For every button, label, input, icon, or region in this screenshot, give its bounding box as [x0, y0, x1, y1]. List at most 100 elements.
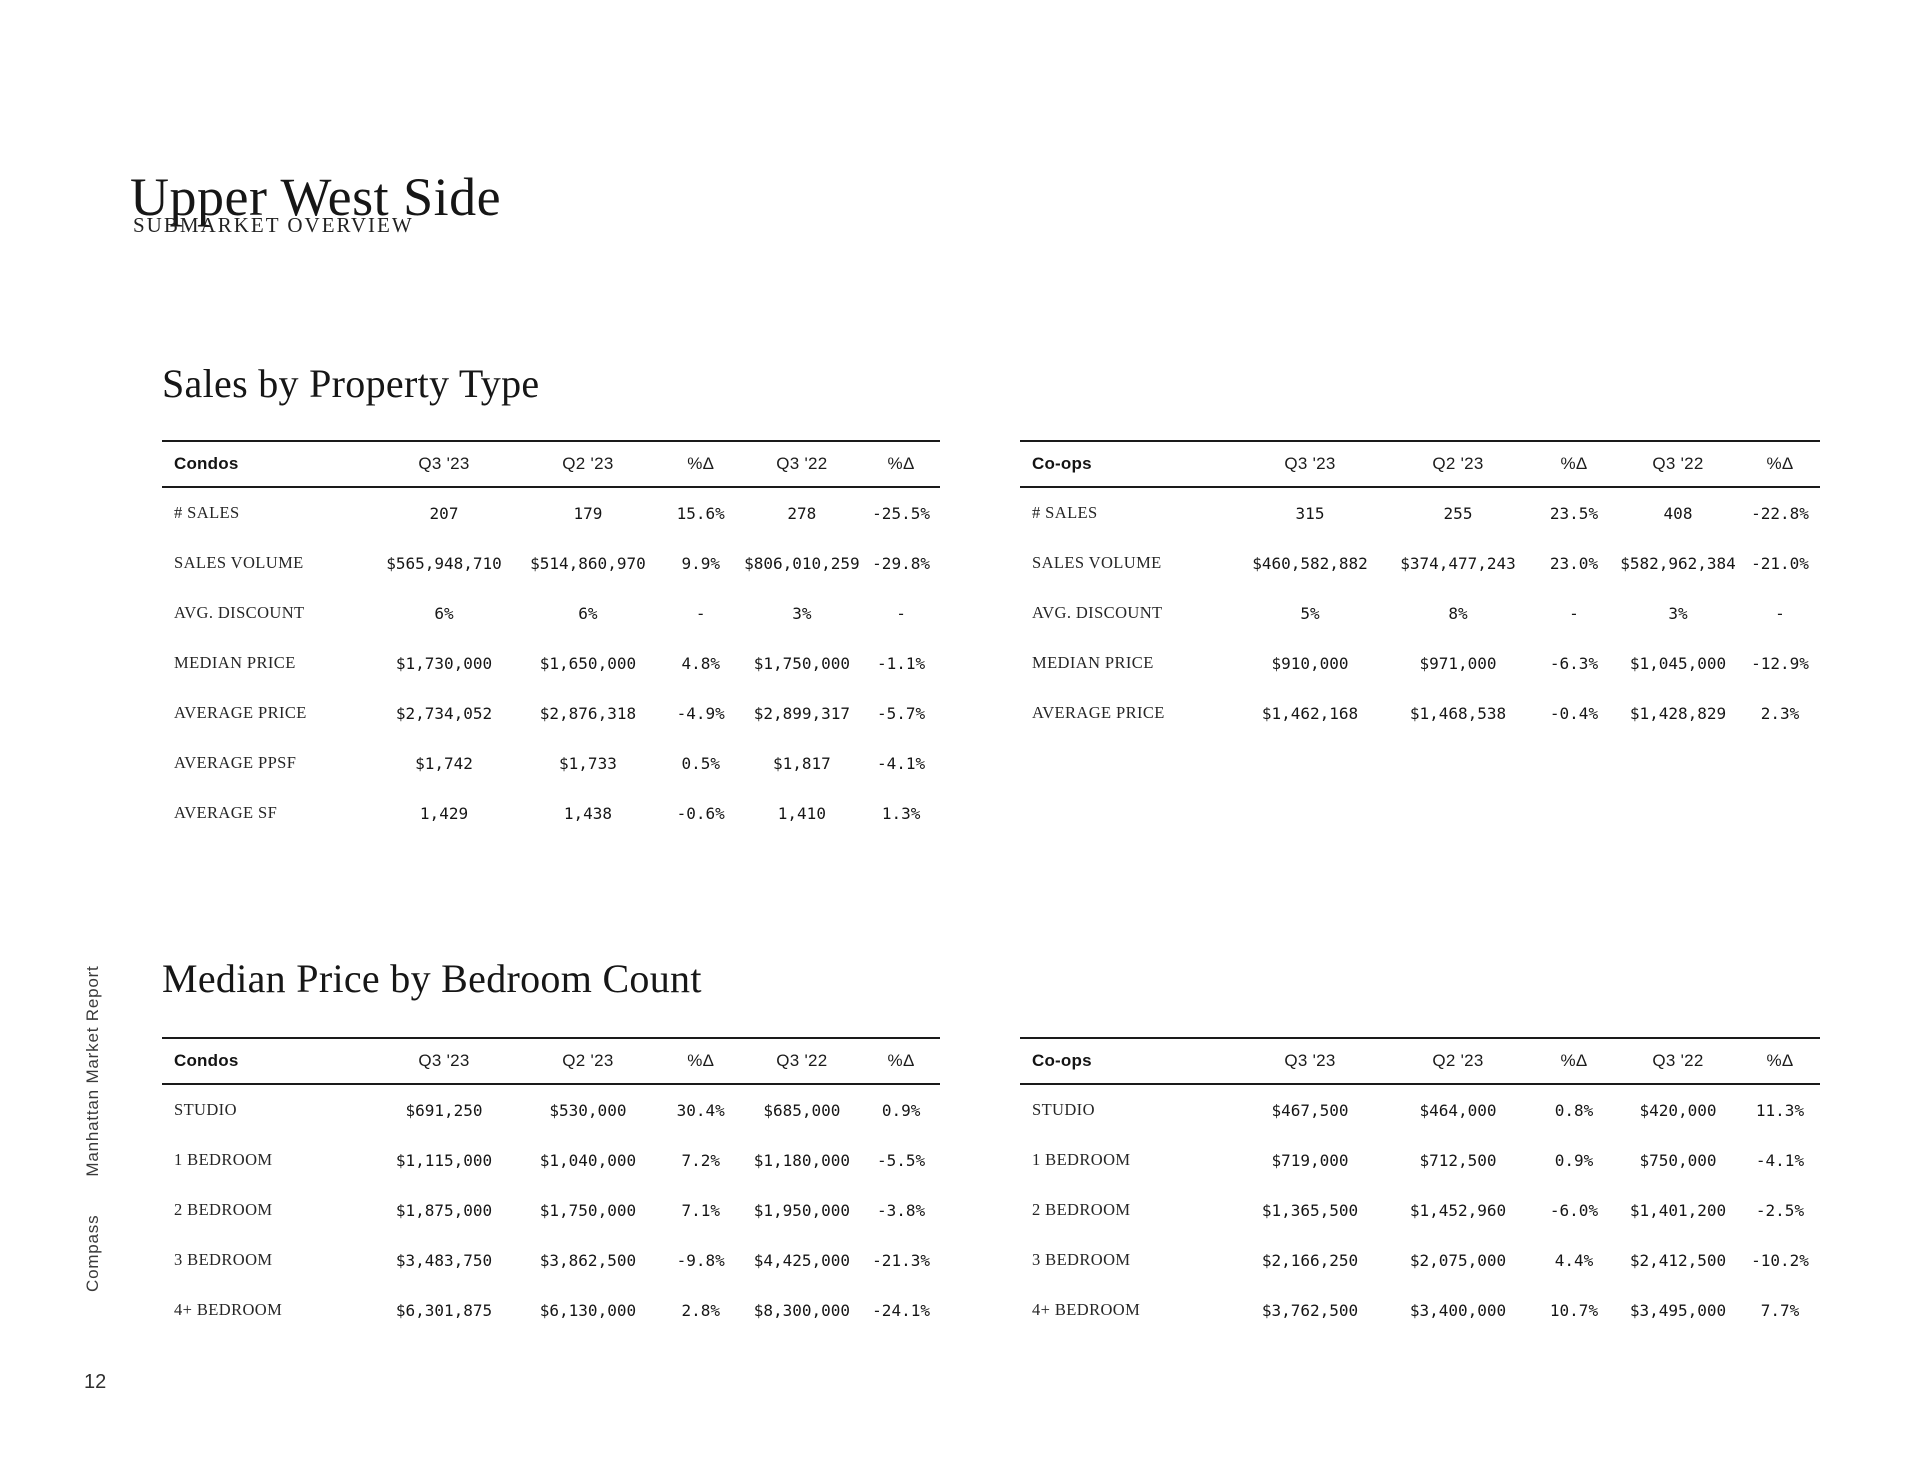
cell-value: 0.8% [1554, 1100, 1594, 1120]
table-row: 3 BEDROOM $2,166,250 $2,075,000 4.4% $2,412,… [1020, 1235, 1820, 1285]
column-header: %Δ [862, 440, 940, 488]
row-label: AVERAGE PRICE [1032, 703, 1165, 722]
condos-sales-table: Condos Q3 '23 Q2 '23 %Δ Q3 '22 %Δ # SALES 207 17… [162, 440, 940, 838]
row-label: 2 BEDROOM [1032, 1200, 1131, 1219]
cell-value: $1,045,000 [1629, 653, 1727, 673]
cell-value: $582,962,384 [1620, 553, 1736, 573]
cell-value: $806,010,259 [744, 553, 860, 573]
cell-value: $2,734,052 [395, 703, 493, 723]
cell-value: $1,452,960 [1409, 1200, 1507, 1220]
cell-value: $2,876,318 [539, 703, 637, 723]
row-label: 3 BEDROOM [174, 1250, 273, 1269]
cell-value: $1,733 [559, 753, 617, 773]
column-header: %Δ [862, 1037, 940, 1085]
table-row: MEDIAN PRICE $1,730,000 $1,650,000 4.8% $1,7… [162, 638, 940, 688]
page-title: Upper West Side [130, 167, 502, 228]
column-header: Q2 '23 [515, 440, 660, 488]
cell-value: 6% [578, 603, 598, 623]
cell-value: 7.7% [1760, 1300, 1800, 1320]
cell-value: $1,428,829 [1629, 703, 1727, 723]
cell-value: - [1775, 603, 1785, 623]
cell-value: -5.5% [876, 1150, 926, 1170]
cell-value: $1,742 [415, 753, 473, 773]
cell-value: -24.1% [872, 1300, 930, 1320]
cell-value: $2,412,500 [1629, 1250, 1727, 1270]
table-row: 2 BEDROOM $1,365,500 $1,452,960 -6.0% $1,401… [1020, 1185, 1820, 1235]
cell-value: 8% [1448, 603, 1468, 623]
column-header: Q3 '22 [741, 440, 863, 488]
cell-value: 1,410 [777, 803, 826, 823]
table-row: AVG. DISCOUNT 5% 8% - 3% - [1020, 588, 1820, 638]
row-label: 1 BEDROOM [174, 1150, 273, 1169]
cell-value: $712,500 [1419, 1150, 1497, 1170]
cell-value: -29.8% [872, 553, 930, 573]
median-price-bedroom-condos-table: Condos Q3 '23 Q2 '23 %Δ Q3 '22 %Δ STUDIO $691,2… [162, 1037, 940, 1335]
cell-value: 1,429 [419, 803, 469, 823]
cell-value: 1,438 [563, 803, 613, 823]
cell-value: 315 [1295, 503, 1325, 523]
table-header-row: Condos Q3 '23 Q2 '23 %Δ Q3 '22 %Δ [162, 1037, 940, 1085]
row-label: SALES VOLUME [174, 553, 304, 572]
column-header: Q3 '22 [1616, 440, 1740, 488]
row-label: 2 BEDROOM [174, 1200, 273, 1219]
cell-value: 4.4% [1554, 1250, 1594, 1270]
cell-value: -6.0% [1549, 1200, 1599, 1220]
cell-value: $514,860,970 [530, 553, 646, 573]
cell-value: -0.4% [1549, 703, 1599, 723]
cell-value: $971,000 [1419, 653, 1497, 673]
row-label: 4+ BEDROOM [1032, 1300, 1141, 1319]
cell-value: 2.8% [681, 1300, 720, 1320]
cell-value: -22.8% [1751, 503, 1809, 523]
cell-value: -1.1% [876, 653, 926, 673]
sidebar-vertical-label: Compass Manhattan Market Report [83, 965, 102, 1292]
column-header: %Δ [659, 1037, 742, 1085]
cell-value: -2.5% [1755, 1200, 1805, 1220]
cell-value: -4.1% [876, 753, 926, 773]
table-row: # SALES 315 255 23.5% 408 -22.8% [1020, 487, 1820, 538]
row-label: AVG. DISCOUNT [1032, 603, 1163, 622]
table-row: AVERAGE SF 1,429 1,438 -0.6% 1,410 1.3% [162, 788, 940, 838]
row-label: STUDIO [174, 1100, 237, 1119]
page-subtitle: SUBMARKET OVERVIEW [133, 213, 414, 237]
cell-value: 30.4% [676, 1100, 725, 1120]
cell-value: $1,401,200 [1629, 1200, 1727, 1220]
column-header: Q3 '22 [741, 1037, 863, 1085]
cell-value: -12.9% [1751, 653, 1809, 673]
cell-value: -6.3% [1549, 653, 1599, 673]
cell-value: 0.9% [881, 1100, 921, 1120]
cell-value: 6% [434, 603, 454, 623]
cell-value: $1,730,000 [395, 653, 493, 673]
cell-value: 5% [1300, 603, 1320, 623]
cell-value: $374,477,243 [1400, 553, 1516, 573]
cell-value: 11.3% [1755, 1100, 1805, 1120]
sales-by-property-type-coops-table: Co-ops Q3 '23 Q2 '23 %Δ Q3 '22 %Δ # SALES 315 25… [1020, 440, 1820, 738]
column-header: Q3 '22 [1616, 1037, 1740, 1085]
table-title: Co-ops [1020, 1037, 1236, 1085]
row-label: AVERAGE SF [174, 803, 278, 822]
cell-value: $3,400,000 [1409, 1300, 1507, 1320]
cell-value: $1,365,500 [1261, 1200, 1359, 1220]
median-price-bedroom-coops-table: Co-ops Q3 '23 Q2 '23 %Δ Q3 '22 %Δ STUDIO $467,5… [1020, 1037, 1820, 1335]
table-row: 2 BEDROOM $1,875,000 $1,750,000 7.1% $1,950,… [162, 1185, 940, 1235]
cell-value: 23.0% [1549, 553, 1599, 573]
column-header: Q3 '23 [372, 440, 516, 488]
column-header: Q2 '23 [1384, 440, 1532, 488]
cell-value: $1,180,000 [753, 1150, 851, 1170]
column-header: Q2 '23 [515, 1037, 660, 1085]
table-row: STUDIO $691,250 $530,000 30.4% $685,000 0.9% [162, 1084, 940, 1135]
cell-value: $1,817 [772, 753, 831, 773]
cell-value: $6,301,875 [395, 1300, 493, 1320]
cell-value: -3.8% [876, 1200, 926, 1220]
row-label: MEDIAN PRICE [1032, 653, 1154, 672]
cell-value: 408 [1663, 503, 1693, 523]
table-row: SALES VOLUME $565,948,710 $514,860,970 9.9%… [162, 538, 940, 588]
cell-value: $460,582,882 [1252, 553, 1368, 573]
cell-value: 7.2% [681, 1150, 720, 1170]
cell-value: $691,250 [405, 1100, 483, 1120]
cell-value: $3,483,750 [395, 1250, 493, 1270]
row-label: AVG. DISCOUNT [174, 603, 305, 622]
table-header-row: Condos Q3 '23 Q2 '23 %Δ Q3 '22 %Δ [162, 440, 940, 488]
cell-value: $719,000 [1271, 1150, 1349, 1170]
row-label: 4+ BEDROOM [174, 1300, 283, 1319]
